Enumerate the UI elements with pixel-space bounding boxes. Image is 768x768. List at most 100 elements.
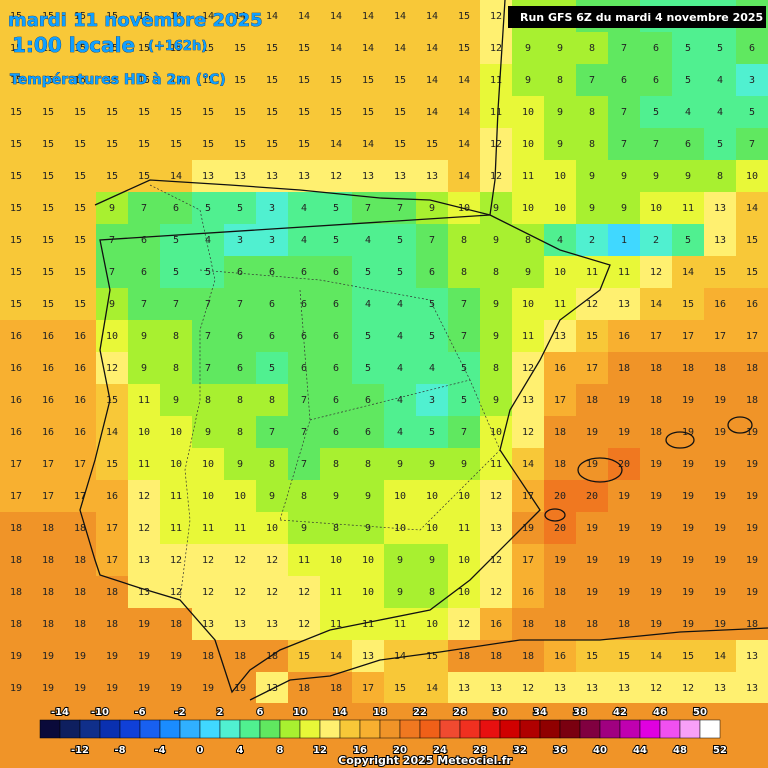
temp-value: 15	[202, 43, 214, 54]
temp-value: 16	[522, 587, 534, 598]
temp-cell	[672, 32, 704, 64]
temp-cell	[224, 576, 256, 608]
temp-value: 15	[74, 43, 86, 54]
temp-value: 7	[461, 427, 467, 438]
temp-cell	[192, 32, 224, 64]
temp-cell	[32, 672, 64, 704]
temp-value: 19	[234, 683, 246, 694]
temp-value: 11	[490, 459, 502, 470]
colorbar-swatch	[679, 719, 701, 739]
temp-cell	[544, 416, 576, 448]
temp-cell	[608, 416, 640, 448]
temp-value: 1	[621, 235, 627, 246]
temp-value: 15	[10, 11, 22, 22]
temp-cell	[64, 320, 96, 352]
temp-cell	[128, 480, 160, 512]
temp-cell	[480, 480, 512, 512]
temp-value: 9	[493, 203, 499, 214]
temp-cell	[416, 256, 448, 288]
temp-value: 10	[330, 555, 342, 566]
temp-value: 17	[746, 331, 758, 342]
temp-cell	[256, 64, 288, 96]
temp-cell	[64, 288, 96, 320]
temp-cell	[512, 160, 544, 192]
temp-cell	[224, 96, 256, 128]
temp-cell	[32, 224, 64, 256]
temp-cell	[192, 256, 224, 288]
temp-value: 15	[266, 107, 278, 118]
temp-value: 19	[682, 555, 694, 566]
temp-value: 9	[397, 459, 403, 470]
temp-cell	[384, 320, 416, 352]
temp-value: 8	[237, 427, 243, 438]
temp-cell	[192, 672, 224, 704]
temp-value: 2	[589, 235, 595, 246]
temp-cell	[640, 320, 672, 352]
temp-value: 9	[589, 171, 595, 182]
temp-value: 10	[490, 427, 502, 438]
temp-cell	[288, 384, 320, 416]
temp-value: 17	[74, 459, 86, 470]
temp-cell	[576, 320, 608, 352]
temp-cell	[64, 480, 96, 512]
temp-value: 12	[650, 267, 662, 278]
temp-value: 7	[621, 107, 627, 118]
temp-value: 19	[138, 651, 150, 662]
temp-value: 8	[333, 459, 339, 470]
colorbar-label: -10	[91, 707, 109, 718]
temp-value: 18	[650, 395, 662, 406]
temp-cell	[0, 576, 32, 608]
temp-value: 7	[397, 203, 403, 214]
temp-cell	[608, 320, 640, 352]
temp-value: 11	[554, 299, 566, 310]
temp-cell	[32, 256, 64, 288]
temp-value: 15	[42, 75, 54, 86]
temp-value: 15	[106, 43, 118, 54]
temp-value: 14	[682, 267, 694, 278]
temp-cell	[672, 384, 704, 416]
temp-value: 19	[618, 587, 630, 598]
temp-cell	[352, 64, 384, 96]
temp-cell	[480, 544, 512, 576]
temp-cell	[320, 288, 352, 320]
temp-value: 18	[266, 651, 278, 662]
temp-value: 5	[269, 363, 275, 374]
temp-value: 18	[746, 619, 758, 630]
temp-value: 15	[74, 75, 86, 86]
temp-value: 15	[10, 43, 22, 54]
temp-cell	[96, 544, 128, 576]
temp-value: 18	[618, 363, 630, 374]
temp-value: 14	[426, 683, 438, 694]
colorbar-label: 16	[353, 745, 367, 756]
temp-value: 10	[458, 587, 470, 598]
temp-cell	[576, 576, 608, 608]
colorbar-label: 10	[293, 707, 307, 718]
temp-value: 4	[365, 235, 371, 246]
iberia-coast	[79, 0, 611, 694]
temp-cell	[512, 256, 544, 288]
temp-value: 4	[397, 299, 403, 310]
temp-cell	[512, 480, 544, 512]
temp-cell	[32, 384, 64, 416]
temp-cell	[736, 32, 768, 64]
temp-value: 5	[429, 331, 435, 342]
temp-cell	[576, 640, 608, 672]
temp-value: 11	[330, 587, 342, 598]
temp-value: 15	[106, 171, 118, 182]
colorbar-swatch	[419, 719, 441, 739]
temp-value: 10	[362, 555, 374, 566]
temp-value: 18	[746, 395, 758, 406]
colorbar-swatch	[639, 719, 661, 739]
temp-cell	[352, 320, 384, 352]
temp-cell	[192, 352, 224, 384]
temp-value: 10	[202, 459, 214, 470]
temp-cell	[384, 32, 416, 64]
temp-value: 14	[234, 11, 246, 22]
temp-cell	[320, 576, 352, 608]
temp-value: 19	[714, 555, 726, 566]
temp-cell	[96, 320, 128, 352]
temp-value: 6	[429, 267, 435, 278]
temp-value: 18	[650, 427, 662, 438]
temp-value: 12	[490, 587, 502, 598]
temp-cell	[192, 0, 224, 32]
